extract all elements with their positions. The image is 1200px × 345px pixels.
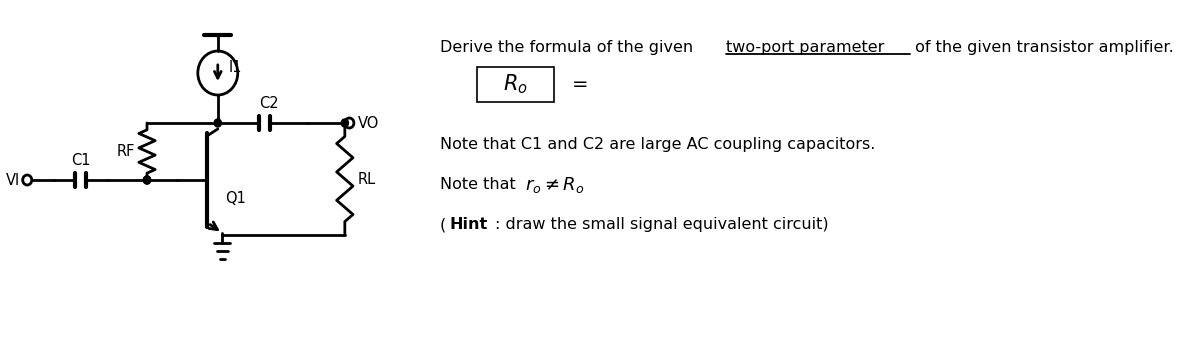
- Text: (: (: [440, 217, 446, 232]
- Text: of the given transistor amplifier.: of the given transistor amplifier.: [910, 40, 1174, 55]
- Circle shape: [341, 119, 348, 127]
- Text: RL: RL: [358, 171, 376, 187]
- Text: Note that C1 and C2 are large AC coupling capacitors.: Note that C1 and C2 are large AC couplin…: [440, 137, 876, 152]
- Text: VI: VI: [6, 172, 20, 187]
- Circle shape: [143, 176, 151, 184]
- Circle shape: [214, 119, 222, 127]
- Text: Derive the formula of the given: Derive the formula of the given: [440, 40, 698, 55]
- FancyBboxPatch shape: [478, 67, 553, 102]
- Text: C2: C2: [259, 96, 278, 111]
- Text: RF: RF: [116, 144, 136, 159]
- Text: I1: I1: [229, 60, 242, 75]
- Text: two-port parameter: two-port parameter: [726, 40, 884, 55]
- Text: : draw the small signal equivalent circuit): : draw the small signal equivalent circu…: [494, 217, 828, 232]
- Text: $r_o \neq R_o$: $r_o \neq R_o$: [526, 175, 584, 195]
- Text: Hint: Hint: [449, 217, 487, 232]
- Text: C1: C1: [71, 153, 90, 168]
- Text: Note that: Note that: [440, 177, 521, 192]
- Text: $R_o$: $R_o$: [503, 73, 528, 96]
- Text: =: =: [571, 75, 588, 94]
- Circle shape: [143, 176, 151, 184]
- Text: Q1: Q1: [226, 190, 246, 206]
- Text: VO: VO: [358, 116, 379, 130]
